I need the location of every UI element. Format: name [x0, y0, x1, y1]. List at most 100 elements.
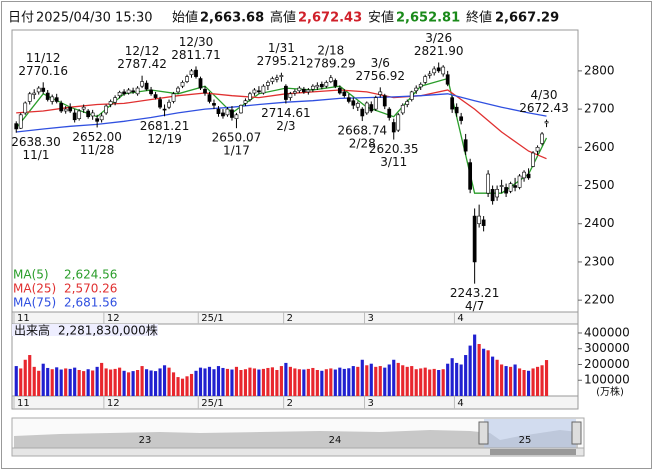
volume-tick-label: 300000	[584, 341, 630, 355]
candle-body	[86, 110, 91, 118]
axis-row	[11, 311, 579, 325]
candle-body	[405, 101, 410, 105]
annotation-date: 3/11	[380, 155, 407, 169]
volume-bar	[491, 356, 495, 396]
volume-bar	[23, 359, 27, 396]
annotation-date: 2/28	[349, 137, 376, 151]
candle-body	[369, 104, 374, 112]
volume-bar	[455, 362, 459, 396]
volume-bar	[410, 366, 414, 396]
volume-bar	[396, 362, 400, 396]
volume-bar	[37, 370, 41, 396]
volume-bar	[347, 368, 351, 396]
candle-body	[382, 95, 387, 107]
candle-body	[207, 94, 212, 102]
navigator-window[interactable]	[484, 419, 576, 448]
volume-bar	[176, 377, 180, 396]
annotation-date: 2/18	[317, 43, 344, 57]
candle-body	[270, 78, 275, 82]
candle-body	[234, 114, 239, 119]
candle-body	[378, 91, 383, 95]
header-label: 日付	[8, 11, 34, 26]
annotation-value: 2668.74	[337, 124, 387, 138]
volume-bar	[518, 368, 522, 396]
navigator-label: 23	[139, 435, 152, 446]
x-tick-label: 3	[368, 313, 374, 324]
volume-bar	[14, 366, 18, 396]
candle-body	[333, 80, 338, 87]
candle-body	[508, 183, 513, 192]
volume-bar	[383, 367, 387, 396]
candle-body	[522, 171, 526, 179]
candle-body	[225, 108, 230, 116]
volume-bar	[145, 369, 149, 396]
volume-bar	[378, 366, 382, 396]
volume-bar	[374, 366, 378, 396]
candle-body	[230, 109, 234, 118]
legend-value: 2,624.56	[64, 268, 117, 282]
candle-body	[95, 118, 100, 122]
annotation-value: 2650.07	[212, 131, 262, 145]
legend-value: 2,570.26	[64, 282, 117, 296]
candle-body	[387, 108, 392, 118]
candle-body	[310, 85, 315, 90]
x-tick-label: 25/1	[201, 313, 223, 324]
volume-bar	[55, 367, 59, 396]
volume-bar	[234, 366, 239, 396]
candle-body	[423, 76, 428, 83]
x-tick-label: 2	[287, 313, 293, 324]
candle-body	[293, 91, 297, 94]
candle-body	[284, 85, 288, 100]
volume-bar	[320, 370, 324, 396]
volume-bar	[450, 358, 454, 396]
volume-bar	[311, 367, 315, 396]
candle-body	[373, 97, 378, 110]
volume-bar	[248, 367, 252, 396]
candle-body	[54, 97, 59, 102]
volume-bar	[446, 363, 450, 396]
volume-bar	[351, 366, 355, 396]
volume-bar	[333, 369, 337, 396]
volume-bar	[131, 371, 135, 396]
candle-body	[131, 90, 135, 93]
navigator-handle[interactable]	[478, 421, 489, 445]
annotation-value: 2620.35	[369, 142, 419, 156]
candle-body	[301, 88, 306, 93]
annotation-date: 11/12	[26, 51, 61, 65]
candle-body	[319, 83, 324, 88]
navigator-handle[interactable]	[571, 421, 582, 445]
volume-bar	[153, 371, 158, 396]
volume-bar	[302, 369, 306, 396]
candle-body	[252, 89, 257, 94]
scrollbar-thumb[interactable]	[490, 449, 576, 455]
volume-bar	[428, 369, 432, 396]
volume-bar	[104, 368, 108, 396]
annotation-date: 4/30	[531, 88, 558, 102]
annotation-value: 2770.16	[18, 64, 68, 78]
candle-body	[432, 68, 437, 74]
header-value: 2,667.29	[495, 11, 559, 26]
volume-bar	[392, 359, 396, 396]
x-tick-label: 12	[107, 313, 120, 324]
candle-body	[328, 77, 333, 82]
volume-bar	[279, 366, 283, 396]
volume-bar	[50, 369, 54, 396]
candle-body	[104, 105, 109, 114]
volume-bar	[526, 370, 531, 396]
annotation-value: 2672.43	[519, 101, 569, 115]
candle-body	[32, 92, 37, 95]
volume-bar	[73, 367, 77, 396]
volume-total: 2,281,830,000株	[58, 323, 158, 338]
volume-bar	[423, 367, 427, 396]
candle-body	[162, 108, 167, 111]
header-label: 終値	[466, 10, 492, 26]
scrollbar[interactable]	[11, 447, 585, 457]
volume-bar	[77, 370, 81, 396]
candle-body	[346, 97, 351, 102]
x-tick-label: 4	[457, 313, 463, 324]
candle-body	[99, 115, 104, 121]
volume-bar	[252, 368, 257, 396]
candle-body	[90, 112, 95, 117]
navigator-area	[14, 430, 578, 448]
candle-body	[149, 89, 153, 95]
